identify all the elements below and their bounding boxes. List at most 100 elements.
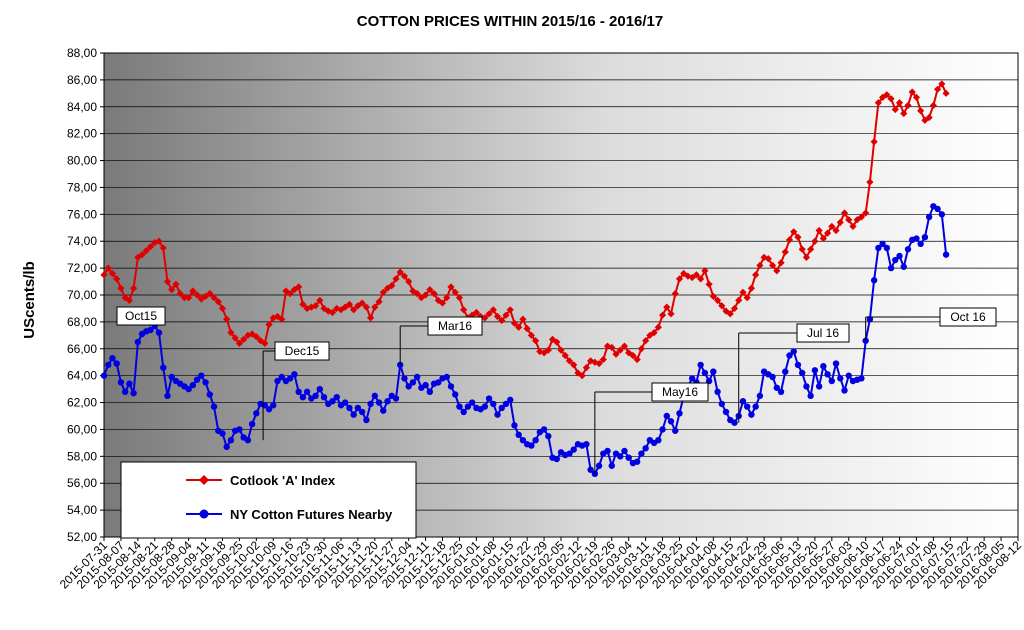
data-point [434,296,442,304]
data-point [676,410,683,417]
data-point [438,299,447,307]
data-point [400,272,409,280]
data-point [583,441,590,448]
data-point [227,437,235,444]
data-point [938,211,946,218]
data-point [278,315,286,323]
data-point [633,355,641,364]
data-point [883,91,891,99]
data-point [900,263,907,270]
data-point [921,233,929,241]
annotation-label: Dec15 [285,344,320,358]
data-point [879,240,886,248]
data-point [638,450,645,457]
data-point [548,335,557,343]
data-point [371,303,379,311]
data-point [595,359,603,368]
data-point [375,399,383,406]
data-point [612,350,620,358]
x-axis-ticks: 2015-07-312015-08-072015-08-142015-08-21… [57,537,1024,592]
data-point [117,379,125,386]
data-point [782,368,789,375]
data-point [210,403,218,410]
data-point [671,290,679,298]
data-point [545,432,552,440]
data-point [739,288,747,296]
y-tick-label: 86,00 [67,73,97,87]
y-tick-label: 66,00 [67,342,97,356]
data-point [295,388,302,395]
data-point [566,450,573,457]
data-point [726,310,734,318]
data-point [155,329,163,336]
data-point [908,88,916,96]
data-point [807,245,815,253]
data-point [870,138,878,146]
data-point [502,311,510,319]
data-point [692,271,701,279]
data-point [311,302,320,310]
data-point [223,443,230,451]
data-point [528,442,535,449]
data-point [350,306,358,314]
data-point [494,411,501,418]
data-point [875,244,882,252]
data-point [633,458,641,465]
data-point [261,339,269,347]
data-point [252,333,260,341]
data-point [786,352,793,359]
data-point [316,296,324,304]
data-point [189,381,197,389]
data-point [168,373,175,381]
data-point [714,388,721,395]
annotation-box [796,323,850,343]
annotation: May16 [594,382,709,474]
y-tick-label: 60,00 [67,422,97,436]
data-point [485,310,493,318]
data-point [934,205,941,213]
data-point [176,290,184,298]
data-point [159,244,167,252]
annotation-label: Oct15 [125,309,157,323]
data-point [206,391,213,398]
data-point [185,294,193,302]
data-point [540,426,548,433]
data-point [828,377,836,385]
data-point [807,392,814,400]
data-point [883,244,891,252]
data-point [426,286,434,294]
data-point [710,368,717,375]
data-point [333,304,341,313]
data-point [752,403,759,410]
data-point [701,369,709,377]
data-point [328,308,337,317]
data-point [248,420,256,428]
y-tick-label: 74,00 [67,234,97,248]
data-point [265,320,273,329]
data-point [747,284,756,292]
legend-marker-cotlook [199,475,209,485]
data-point [371,392,379,400]
y-tick-label: 56,00 [67,476,97,490]
data-point [443,373,450,381]
data-point [731,419,738,426]
data-point [299,393,307,401]
data-point [917,107,925,115]
data-point [570,446,577,453]
data-point [240,335,248,343]
data-point [498,316,506,325]
data-point [697,275,705,283]
data-point [316,385,324,393]
data-point [168,286,176,294]
data-point [502,400,510,408]
annotation-box [427,316,483,336]
data-point [595,462,603,469]
data-point [802,253,811,261]
data-point [507,396,514,404]
y-tick-label: 82,00 [67,127,97,141]
data-point [832,226,840,235]
data-point [447,383,455,390]
data-point [836,218,844,226]
data-point [655,437,662,444]
legend-label-ny: NY Cotton Futures Nearby [230,507,393,522]
